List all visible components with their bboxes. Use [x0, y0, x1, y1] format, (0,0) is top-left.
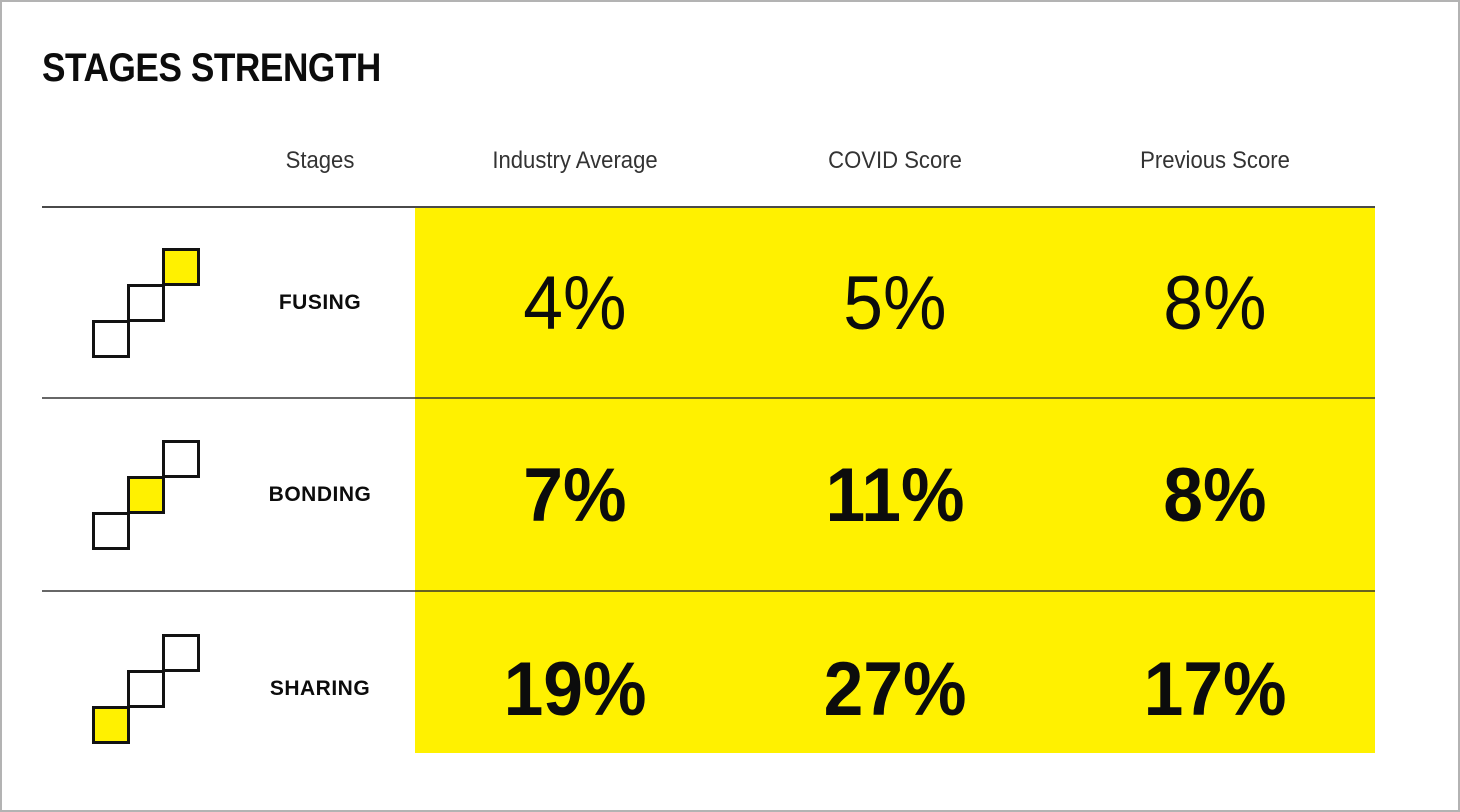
stair-square-bottom [92, 706, 130, 744]
row-divider [42, 590, 1375, 592]
row-divider [42, 397, 1375, 399]
stair-square-middle [127, 284, 165, 322]
stair-square-top [162, 634, 200, 672]
previous-score-value: 8% [1163, 260, 1267, 346]
covid-score-value: 5% [843, 260, 947, 346]
page-title: STAGES STRENGTH [42, 46, 381, 90]
stair-square-top [162, 248, 200, 286]
stair-square-bottom [92, 320, 130, 358]
previous-score-value: 17% [1143, 646, 1287, 732]
column-header-industry-average: Industry Average [492, 147, 658, 174]
covid-score-value: 11% [825, 452, 965, 538]
stairs-icon [92, 634, 200, 744]
stairs-icon [92, 248, 200, 358]
stair-square-middle [127, 476, 165, 514]
stairs-icon [92, 440, 200, 550]
stair-square-bottom [92, 512, 130, 550]
table-row: SHARING 19% 27% 17% [42, 592, 1375, 786]
industry-average-value: 7% [523, 452, 627, 538]
previous-score-value: 8% [1163, 452, 1267, 538]
column-header-covid-score: COVID Score [828, 147, 962, 174]
industry-average-value: 19% [503, 646, 647, 732]
covid-score-value: 27% [823, 646, 967, 732]
stage-label: BONDING [268, 483, 372, 506]
table-row: BONDING 7% 11% 8% [42, 399, 1375, 591]
header-divider [42, 206, 1375, 208]
column-header-previous-score: Previous Score [1140, 147, 1290, 174]
stage-label: FUSING [278, 291, 362, 314]
stage-label: SHARING [269, 677, 371, 700]
stair-square-top [162, 440, 200, 478]
table-row: FUSING 4% 5% 8% [42, 208, 1375, 398]
column-header-stages: Stages [285, 147, 355, 174]
stair-square-middle [127, 670, 165, 708]
industry-average-value: 4% [523, 260, 627, 346]
highlight-block [415, 208, 1375, 753]
